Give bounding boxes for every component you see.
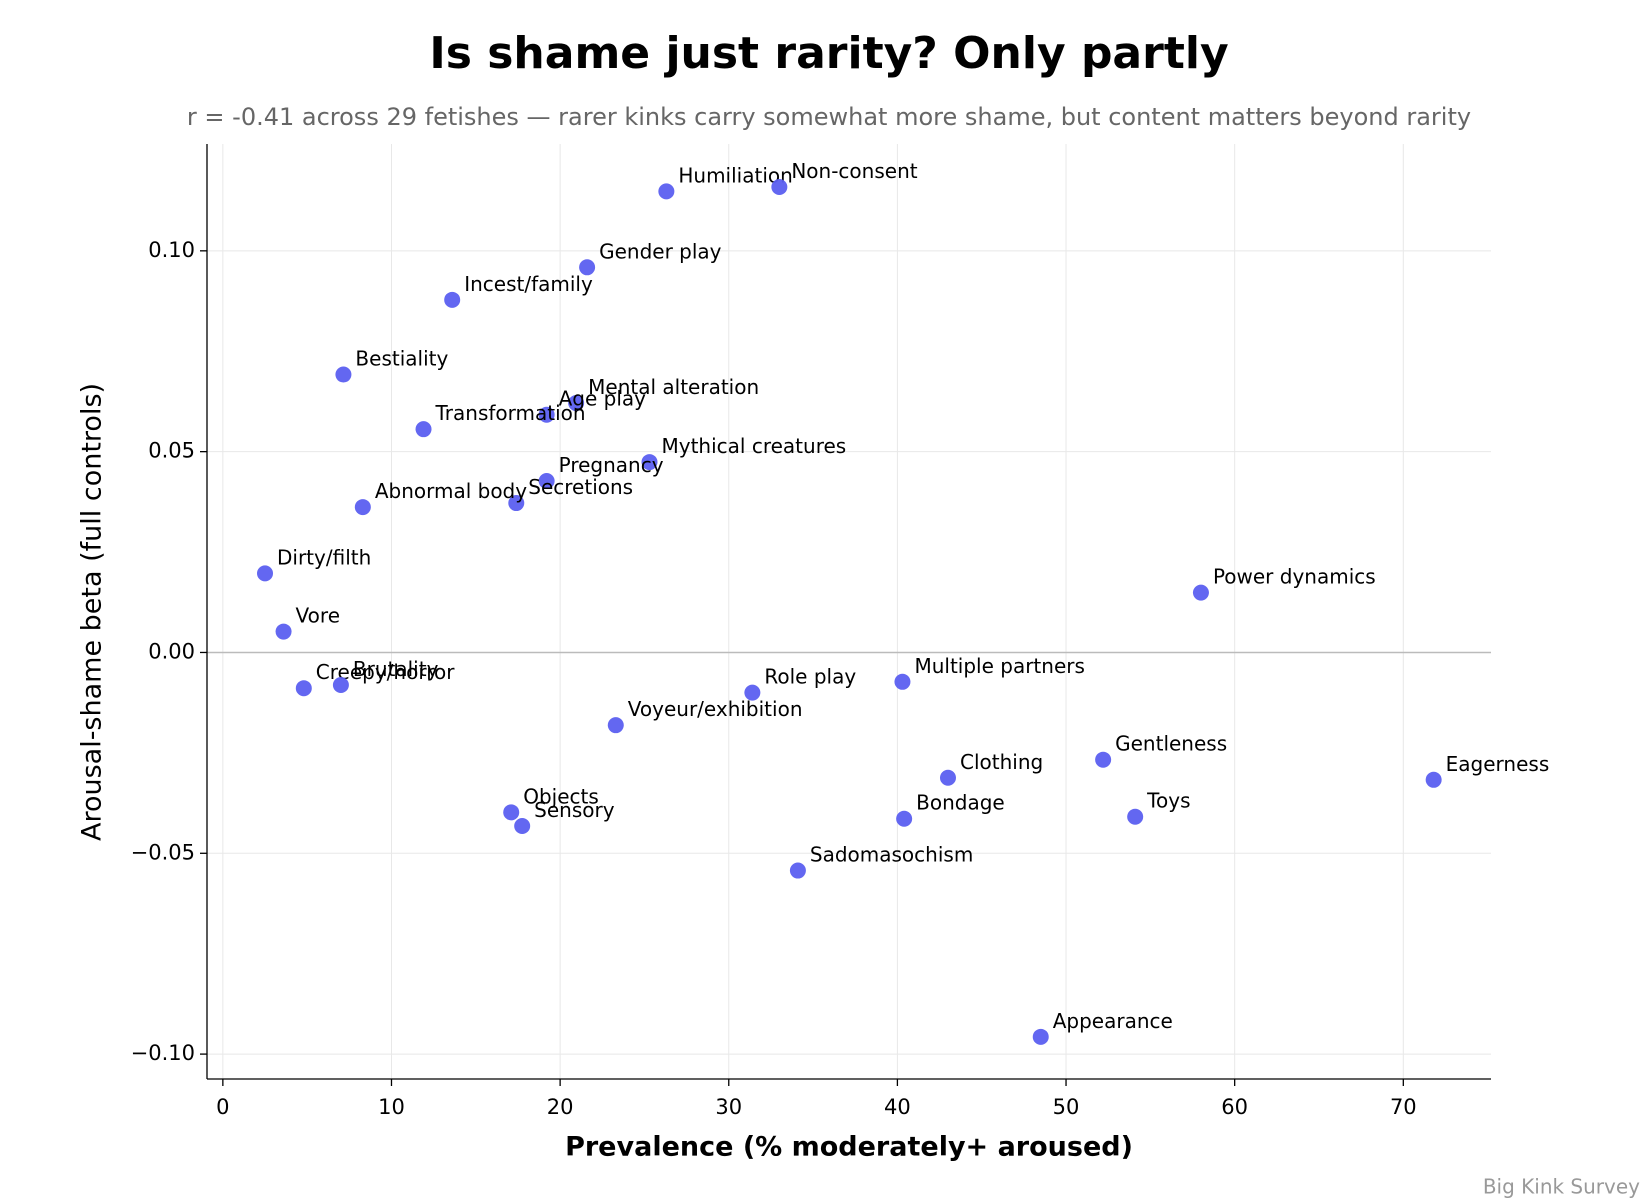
point-label: Gender play <box>599 239 722 263</box>
x-tick-label: 60 <box>1221 1095 1248 1119</box>
y-tick-label: 0.05 <box>148 439 195 463</box>
data-point <box>275 623 292 640</box>
point-label: Eagerness <box>1446 752 1550 776</box>
x-tick-label: 10 <box>378 1095 405 1119</box>
y-axis-label: Arousal-shame beta (full controls) <box>77 383 108 841</box>
point-label: Sensory <box>534 798 615 822</box>
x-tick-label: 20 <box>547 1095 574 1119</box>
point-label: Bondage <box>916 791 1005 815</box>
y-tick-label: −0.05 <box>131 840 195 864</box>
point-label: Bestiality <box>355 347 448 371</box>
data-point <box>1095 751 1112 768</box>
point-label: Abnormal body <box>375 479 527 503</box>
data-point <box>538 472 555 489</box>
x-tick-label: 70 <box>1390 1095 1417 1119</box>
point-label: Mythical creatures <box>662 434 847 458</box>
y-tick-label: −0.10 <box>131 1041 195 1065</box>
data-point <box>939 769 956 786</box>
data-point <box>896 810 913 827</box>
chart-title: Is shame just rarity? Only partly <box>429 28 1228 79</box>
point-label: Toys <box>1146 789 1190 813</box>
data-point <box>508 495 525 512</box>
point-label: Appearance <box>1053 1009 1173 1033</box>
y-tick-label: 0.10 <box>148 238 195 262</box>
point-label: Role play <box>764 665 856 689</box>
x-axis-label: Prevalence (% moderately+ aroused) <box>565 1132 1133 1163</box>
data-point <box>295 680 312 697</box>
data-point <box>415 421 432 438</box>
point-label: Voyeur/exhibition <box>628 697 803 721</box>
data-point <box>332 676 349 693</box>
data-point <box>1032 1028 1049 1045</box>
data-point <box>579 259 596 276</box>
point-label: Objects <box>523 784 599 808</box>
point-label: Sadomasochism <box>810 843 973 867</box>
data-point <box>335 366 352 383</box>
data-point <box>1127 808 1144 825</box>
data-point <box>257 565 274 582</box>
source-note: Big Kink Survey <box>1483 1175 1640 1199</box>
point-label: Age play <box>559 387 647 411</box>
data-point <box>641 454 658 471</box>
data-point <box>538 406 555 423</box>
x-tick-label: 0 <box>216 1095 229 1119</box>
y-tick-label: 0.00 <box>148 639 195 663</box>
data-point <box>658 183 675 200</box>
data-point <box>607 717 624 734</box>
x-tick-label: 40 <box>884 1095 911 1119</box>
data-point <box>789 862 806 879</box>
point-label: Transformation <box>435 401 586 425</box>
point-label: Vore <box>296 604 340 628</box>
chart-subtitle: r = -0.41 across 29 fetishes — rarer kin… <box>187 103 1471 131</box>
point-label: Dirty/filth <box>277 545 371 569</box>
point-label: Secretions <box>528 475 633 499</box>
data-point <box>444 291 461 308</box>
x-tick-label: 50 <box>1053 1095 1080 1119</box>
point-label: Non-consent <box>791 159 917 183</box>
data-point <box>568 395 585 412</box>
point-label: Clothing <box>960 750 1043 774</box>
data-point <box>503 804 520 821</box>
point-label: Multiple partners <box>914 654 1084 678</box>
data-point <box>744 684 761 701</box>
point-label: Gentleness <box>1115 732 1227 756</box>
data-point <box>354 499 371 516</box>
point-label: Pregnancy <box>559 453 664 477</box>
x-tick-label: 30 <box>715 1095 742 1119</box>
point-label: Mental alteration <box>588 375 759 399</box>
point-label: Brutality <box>353 657 439 681</box>
point-label: Incest/family <box>464 272 593 296</box>
data-point <box>1425 771 1442 788</box>
data-point <box>894 673 911 690</box>
point-label: Power dynamics <box>1213 565 1376 589</box>
data-point <box>1192 584 1209 601</box>
data-point <box>514 817 531 834</box>
data-point <box>771 178 788 195</box>
